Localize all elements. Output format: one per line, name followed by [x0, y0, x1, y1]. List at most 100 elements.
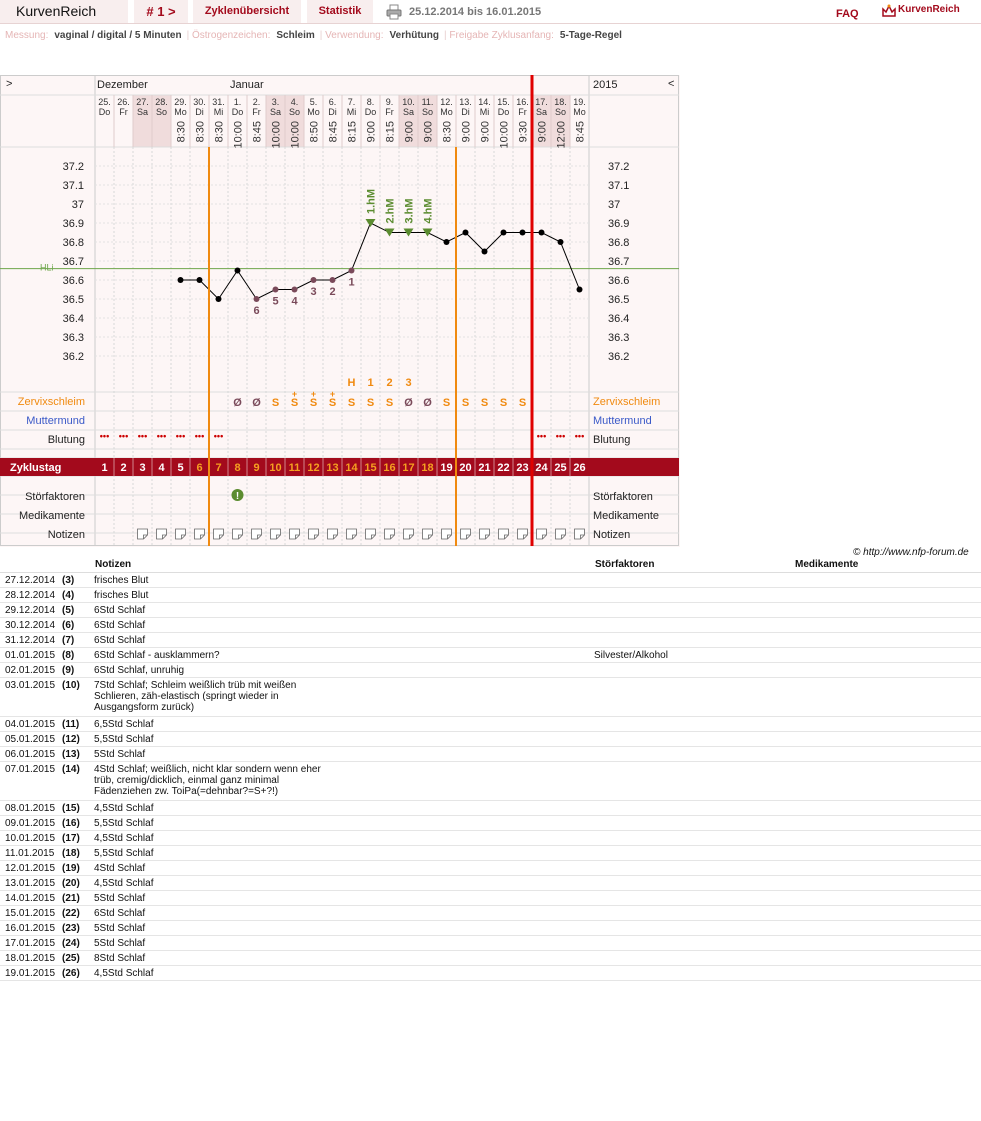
day-weekday: So [156, 107, 167, 117]
brand-title[interactable]: KurvenReich [0, 0, 128, 23]
day-date: 17. [535, 97, 548, 107]
note-icon[interactable] [308, 528, 319, 540]
mucus-symbol: S [500, 397, 507, 409]
bleeding-dots: ••• [195, 431, 204, 441]
high-marker-triangle [403, 228, 414, 237]
note-icon[interactable] [460, 528, 471, 540]
mucus-symbol: S [310, 397, 317, 409]
note-icon[interactable] [403, 528, 414, 540]
note-date: 01.01.2015 [5, 650, 56, 661]
y-tick-label: 36.2 [63, 351, 84, 363]
statistics-tab[interactable]: Statistik [307, 0, 373, 23]
note-icon[interactable] [479, 528, 490, 540]
cycle-day-number: 5 [177, 462, 183, 474]
cycle-tab[interactable]: # 1 > [134, 0, 188, 23]
note-icon[interactable] [555, 528, 566, 540]
note-icon[interactable] [194, 528, 205, 540]
note-text: 6Std Schlaf [94, 635, 146, 646]
note-text: 6Std Schlaf [94, 605, 146, 616]
day-date: 8. [367, 97, 375, 107]
cycle-day-number: 10 [269, 462, 281, 474]
note-icon[interactable] [327, 528, 338, 540]
note-cycle-day: (22) [62, 908, 80, 919]
high-marker-triangle [422, 228, 433, 237]
day-date: 11. [422, 97, 434, 107]
note-icon-fold [428, 534, 433, 539]
note-icon[interactable] [289, 528, 300, 540]
note-icon-fold [143, 534, 148, 539]
note-icon-fold [162, 534, 167, 539]
temperature-point [443, 239, 450, 245]
note-icon[interactable] [441, 528, 452, 540]
note-icon[interactable] [213, 528, 224, 540]
note-cycle-day: (17) [62, 833, 80, 844]
day-weekday: Mi [347, 107, 357, 117]
day-weekday: Do [99, 107, 111, 117]
measure-time: 9:00 [480, 121, 492, 142]
cycle-day-number: 15 [364, 462, 376, 474]
credit-link[interactable]: © http://www.nfp-forum.de [853, 547, 969, 558]
table-row: 08.01.2015 (15) 4,5Std Schlaf [0, 801, 981, 816]
bleeding-dots: ••• [575, 431, 584, 441]
note-date: 12.01.2015 [5, 863, 56, 874]
note-text: 4,5Std Schlaf [94, 968, 154, 979]
note-icon[interactable] [175, 528, 186, 540]
table-row: 28.12.2014 (4) frisches Blut [0, 588, 981, 603]
temperature-point [253, 296, 260, 302]
table-row: 05.01.2015 (12) 5,5Std Schlaf [0, 732, 981, 747]
y-tick-label: 36.3 [63, 332, 84, 344]
bleeding-row-label-right: Blutung [593, 434, 630, 446]
note-icon[interactable] [346, 528, 357, 540]
cycle-day-row-label: Zyklustag [10, 462, 61, 474]
note-disturbance: Silvester/Alkohol [594, 650, 668, 661]
table-row: 11.01.2015 (18) 5,5Std Schlaf [0, 846, 981, 861]
note-date: 10.01.2015 [5, 833, 56, 844]
mucus-symbol: S [348, 397, 355, 409]
day-date: 27. [136, 97, 149, 107]
printer-icon[interactable] [386, 4, 402, 20]
note-icon[interactable] [498, 528, 509, 540]
day-date: 12. [440, 97, 453, 107]
note-icon[interactable] [536, 528, 547, 540]
note-text: 4Std Schlaf; weißlich, nicht klar sonder… [94, 764, 321, 797]
measure-time: 8:30 [176, 121, 188, 142]
weekend-shade [399, 95, 418, 147]
day-weekday: Do [365, 107, 377, 117]
note-cycle-day: (15) [62, 803, 80, 814]
cycle-day-number: 25 [554, 462, 566, 474]
cycle-day-number: 17 [402, 462, 414, 474]
note-icon[interactable] [137, 528, 148, 540]
faq-link[interactable]: FAQ [836, 8, 859, 20]
bleeding-dots: ••• [138, 431, 147, 441]
note-icon-fold [466, 534, 471, 539]
info-key: Freigabe Zyklusanfang: [449, 30, 554, 41]
y-tick-label-right: 37.2 [608, 161, 629, 173]
note-icon[interactable] [156, 528, 167, 540]
nav-next-button[interactable]: < [668, 78, 674, 90]
y-tick-label-right: 36.8 [608, 237, 629, 249]
temperature-point [576, 286, 583, 293]
note-text: 5,5Std Schlaf [94, 848, 154, 859]
note-icon[interactable] [384, 528, 395, 540]
table-row: 30.12.2014 (6) 6Std Schlaf [0, 618, 981, 633]
cycle-day-number: 24 [535, 462, 548, 474]
note-cycle-day: (5) [62, 605, 75, 616]
info-key: Messung: [5, 30, 49, 41]
cycle-day-number: 13 [326, 462, 338, 474]
nav-prev-button[interactable]: > [6, 78, 12, 90]
cycle-overview-tab[interactable]: Zyklenübersicht [193, 0, 301, 23]
notes-col-header: Notizen [95, 559, 132, 570]
note-icon[interactable] [232, 528, 243, 540]
note-icon-fold [333, 534, 338, 539]
cycle-day-number: 6 [196, 462, 202, 474]
note-icon[interactable] [251, 528, 262, 540]
note-icon-fold [390, 534, 395, 539]
note-icon[interactable] [574, 528, 585, 540]
note-icon[interactable] [422, 528, 433, 540]
note-icon[interactable] [517, 528, 528, 540]
note-date: 29.12.2014 [5, 605, 56, 616]
note-icon[interactable] [270, 528, 281, 540]
note-icon[interactable] [365, 528, 376, 540]
cycle-day-number: 7 [215, 462, 221, 474]
day-date: 9. [386, 97, 394, 107]
